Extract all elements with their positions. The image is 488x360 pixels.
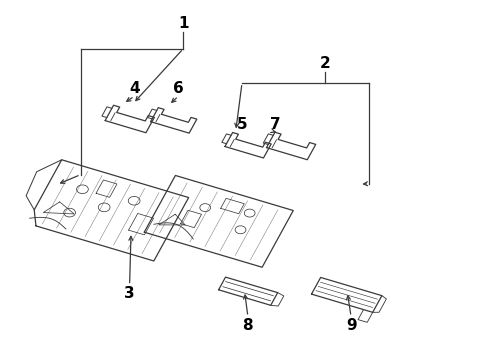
Text: 3: 3 (124, 286, 135, 301)
Text: 8: 8 (242, 318, 253, 333)
Text: 6: 6 (173, 81, 183, 96)
Text: 9: 9 (345, 318, 356, 333)
Text: 5: 5 (236, 117, 247, 132)
Text: 1: 1 (178, 16, 188, 31)
Text: 4: 4 (129, 81, 140, 96)
Text: 2: 2 (319, 55, 330, 71)
Text: 7: 7 (269, 117, 280, 132)
